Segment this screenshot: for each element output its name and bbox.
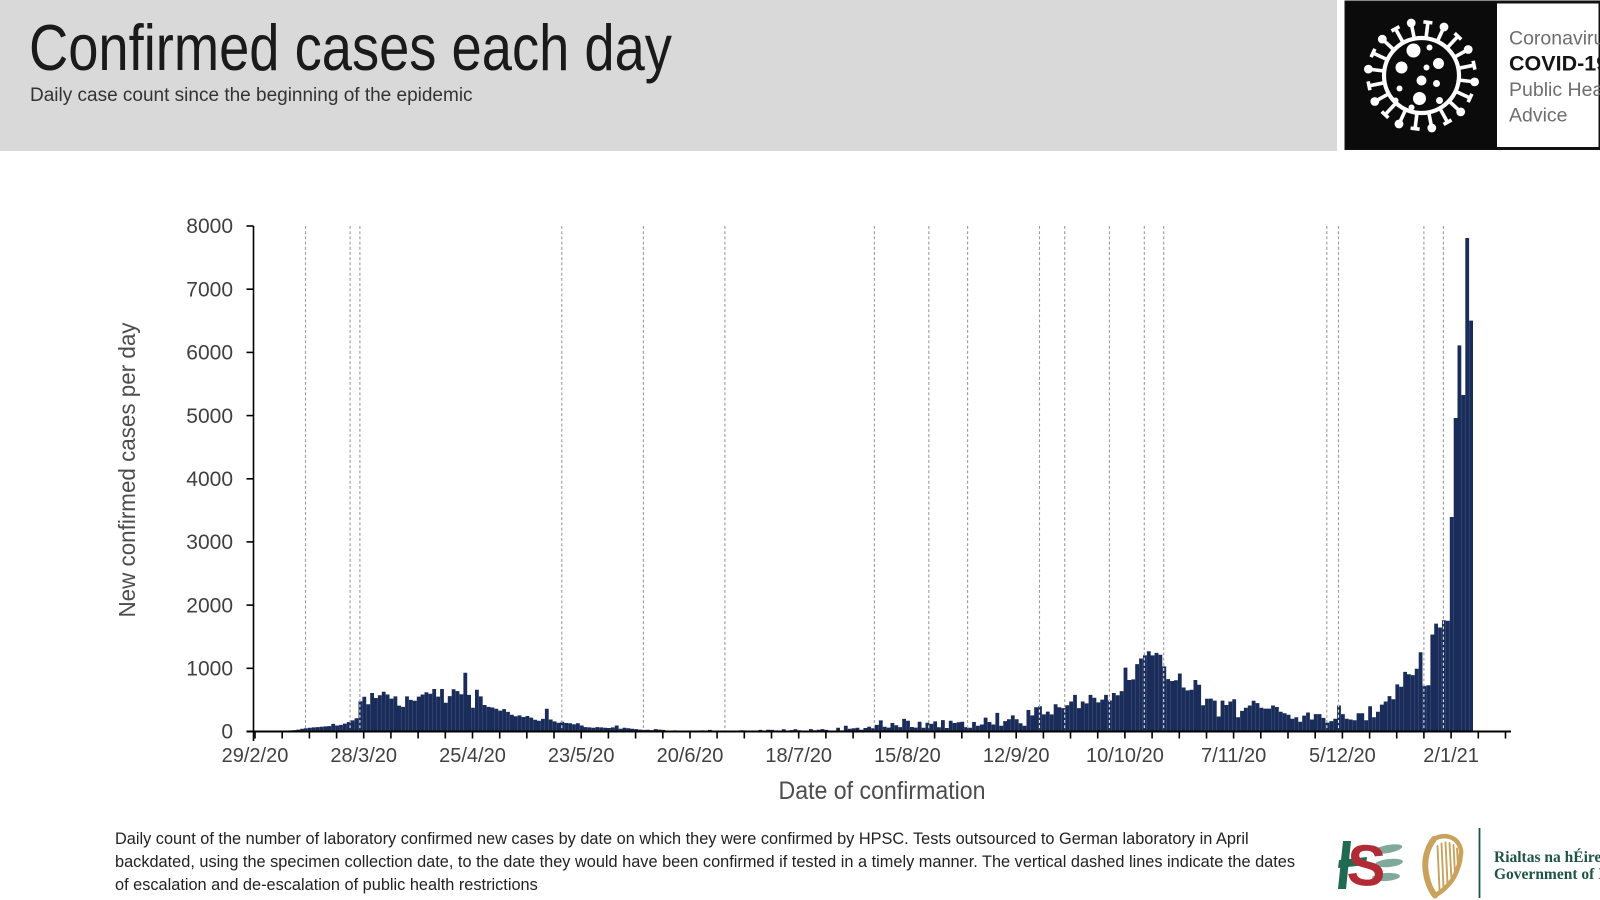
svg-text:10/10/20: 10/10/20: [1086, 745, 1164, 767]
svg-text:7/11/20: 7/11/20: [1201, 745, 1266, 767]
svg-text:25/4/20: 25/4/20: [439, 745, 506, 767]
svg-text:8000: 8000: [186, 215, 233, 238]
svg-text:7000: 7000: [186, 278, 233, 301]
svg-text:Coronavirus: Coronavirus: [1509, 28, 1600, 50]
svg-text:18/7/20: 18/7/20: [765, 745, 832, 767]
svg-text:2/1/21: 2/1/21: [1423, 745, 1479, 767]
svg-text:28/3/20: 28/3/20: [330, 745, 397, 767]
svg-text:29/2/20: 29/2/20: [222, 745, 289, 767]
svg-text:Date of confirmation: Date of confirmation: [779, 777, 986, 805]
svg-text:Advice: Advice: [1509, 105, 1568, 127]
svg-text:1000: 1000: [186, 658, 233, 681]
svg-text:3000: 3000: [186, 531, 233, 554]
svg-text:4000: 4000: [186, 468, 233, 491]
svg-text:Public Health: Public Health: [1509, 79, 1600, 101]
svg-text:COVID-19: COVID-19: [1509, 52, 1600, 76]
svg-text:5000: 5000: [186, 405, 233, 428]
svg-text:5/12/20: 5/12/20: [1309, 745, 1376, 767]
svg-text:12/9/20: 12/9/20: [983, 745, 1050, 767]
svg-text:New confirmed cases per day: New confirmed cases per day: [114, 322, 140, 617]
svg-text:0: 0: [221, 721, 233, 744]
svg-text:Government of Ireland: Government of Ireland: [1494, 866, 1600, 883]
svg-text:6000: 6000: [186, 342, 233, 365]
svg-text:S: S: [1345, 832, 1387, 899]
svg-text:20/6/20: 20/6/20: [657, 745, 724, 767]
svg-text:15/8/20: 15/8/20: [874, 745, 941, 767]
svg-text:23/5/20: 23/5/20: [548, 745, 615, 767]
svg-text:2000: 2000: [186, 594, 233, 617]
svg-text:Rialtas na hÉireann: Rialtas na hÉireann: [1494, 849, 1600, 866]
